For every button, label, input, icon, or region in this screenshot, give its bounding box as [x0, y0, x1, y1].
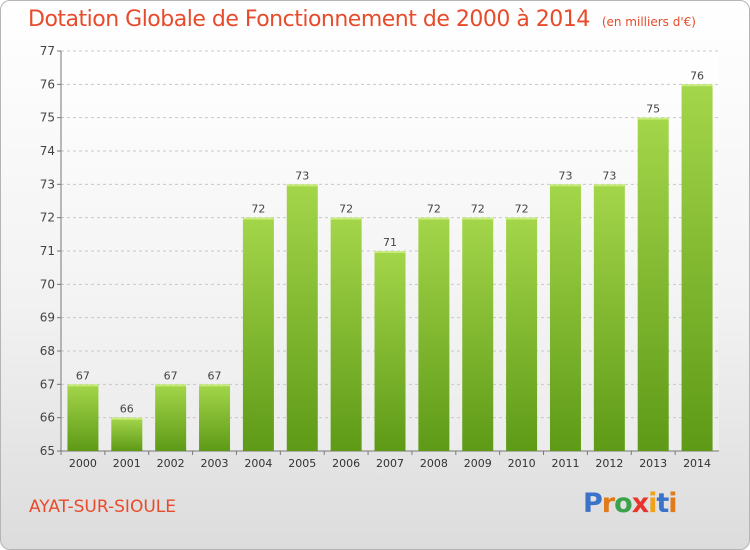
bar-highlight: [593, 184, 625, 187]
bar-highlight: [462, 217, 494, 220]
data-label: 72: [251, 203, 265, 216]
logo-letter: P: [583, 488, 603, 519]
logo-letter: x: [631, 488, 649, 519]
y-tick-label: 70: [40, 277, 55, 291]
chart-title-block: Dotation Globale de Fonctionnement de 20…: [28, 7, 696, 32]
bar: [418, 217, 450, 451]
bar-highlight: [155, 384, 187, 387]
bar: [549, 184, 581, 452]
logo-letter: i: [668, 488, 677, 519]
x-tick-label: 2008: [420, 457, 448, 470]
logo-letter: i: [648, 488, 657, 519]
bar: [374, 251, 406, 451]
y-tick-label: 65: [40, 444, 55, 458]
x-tick-label: 2005: [288, 457, 316, 470]
logo-letter: t: [656, 488, 669, 519]
x-tick-label: 2007: [376, 457, 404, 470]
x-tick-label: 2001: [113, 457, 141, 470]
x-tick-label: 2009: [464, 457, 492, 470]
logo-letter: o: [614, 488, 633, 519]
data-label: 67: [76, 369, 90, 382]
y-tick-label: 71: [40, 244, 55, 258]
x-tick-label: 2011: [551, 457, 579, 470]
data-label: 72: [427, 203, 441, 216]
bar: [242, 217, 274, 451]
data-label: 72: [339, 203, 353, 216]
bar-highlight: [418, 217, 450, 220]
bar-highlight: [199, 384, 231, 387]
x-tick-label: 2010: [508, 457, 536, 470]
bar-highlight: [506, 217, 538, 220]
bar-highlight: [111, 417, 143, 420]
proxiti-logo: Proxiti: [583, 488, 678, 519]
bar-highlight: [330, 217, 362, 220]
bar-highlight: [681, 84, 713, 87]
commune-name: AYAT-SUR-SIOULE: [29, 497, 176, 517]
bar: [593, 184, 625, 452]
bar: [286, 184, 318, 452]
x-tick-label: 2006: [332, 457, 360, 470]
data-label: 66: [120, 403, 134, 416]
x-tick-label: 2004: [244, 457, 272, 470]
data-label: 71: [383, 236, 397, 249]
y-tick-label: 67: [40, 377, 55, 391]
bar: [681, 84, 713, 451]
x-tick-label: 2014: [683, 457, 711, 470]
data-label: 73: [295, 169, 309, 182]
y-tick-label: 76: [40, 77, 55, 91]
bar: [637, 117, 669, 452]
data-label: 72: [515, 203, 529, 216]
bar: [111, 417, 143, 451]
bar-highlight: [637, 117, 669, 120]
y-tick-label: 72: [40, 211, 55, 225]
y-tick-label: 66: [40, 411, 55, 425]
data-label: 73: [558, 169, 572, 182]
x-tick-label: 2013: [639, 457, 667, 470]
data-label: 72: [471, 203, 485, 216]
y-tick-label: 75: [40, 111, 55, 125]
data-label: 67: [164, 369, 178, 382]
unit-label: (en milliers d'€): [601, 15, 696, 29]
chart-title: Dotation Globale de Fonctionnement de 20…: [28, 7, 590, 32]
bar-highlight: [286, 184, 318, 187]
bar: [67, 384, 99, 451]
bar-highlight: [67, 384, 99, 387]
bar: [199, 384, 231, 451]
y-tick-label: 69: [40, 311, 55, 325]
x-tick-label: 2002: [157, 457, 185, 470]
y-tick-label: 73: [40, 177, 55, 191]
bar: [330, 217, 362, 451]
bar: [155, 384, 187, 451]
y-tick-label: 74: [40, 144, 55, 158]
data-label: 73: [602, 169, 616, 182]
bar-highlight: [374, 251, 406, 253]
logo-letter: r: [601, 488, 615, 519]
bar: [506, 217, 538, 451]
y-tick-label: 77: [40, 44, 55, 58]
y-tick-label: 68: [40, 344, 55, 358]
data-label: 75: [646, 103, 660, 116]
x-tick-label: 2000: [69, 457, 97, 470]
bar: [462, 217, 494, 451]
bar-highlight: [549, 184, 581, 187]
x-tick-label: 2003: [201, 457, 229, 470]
x-tick-label: 2012: [595, 457, 623, 470]
data-label: 76: [690, 69, 704, 82]
bar-highlight: [242, 217, 274, 220]
data-label: 67: [208, 369, 222, 382]
